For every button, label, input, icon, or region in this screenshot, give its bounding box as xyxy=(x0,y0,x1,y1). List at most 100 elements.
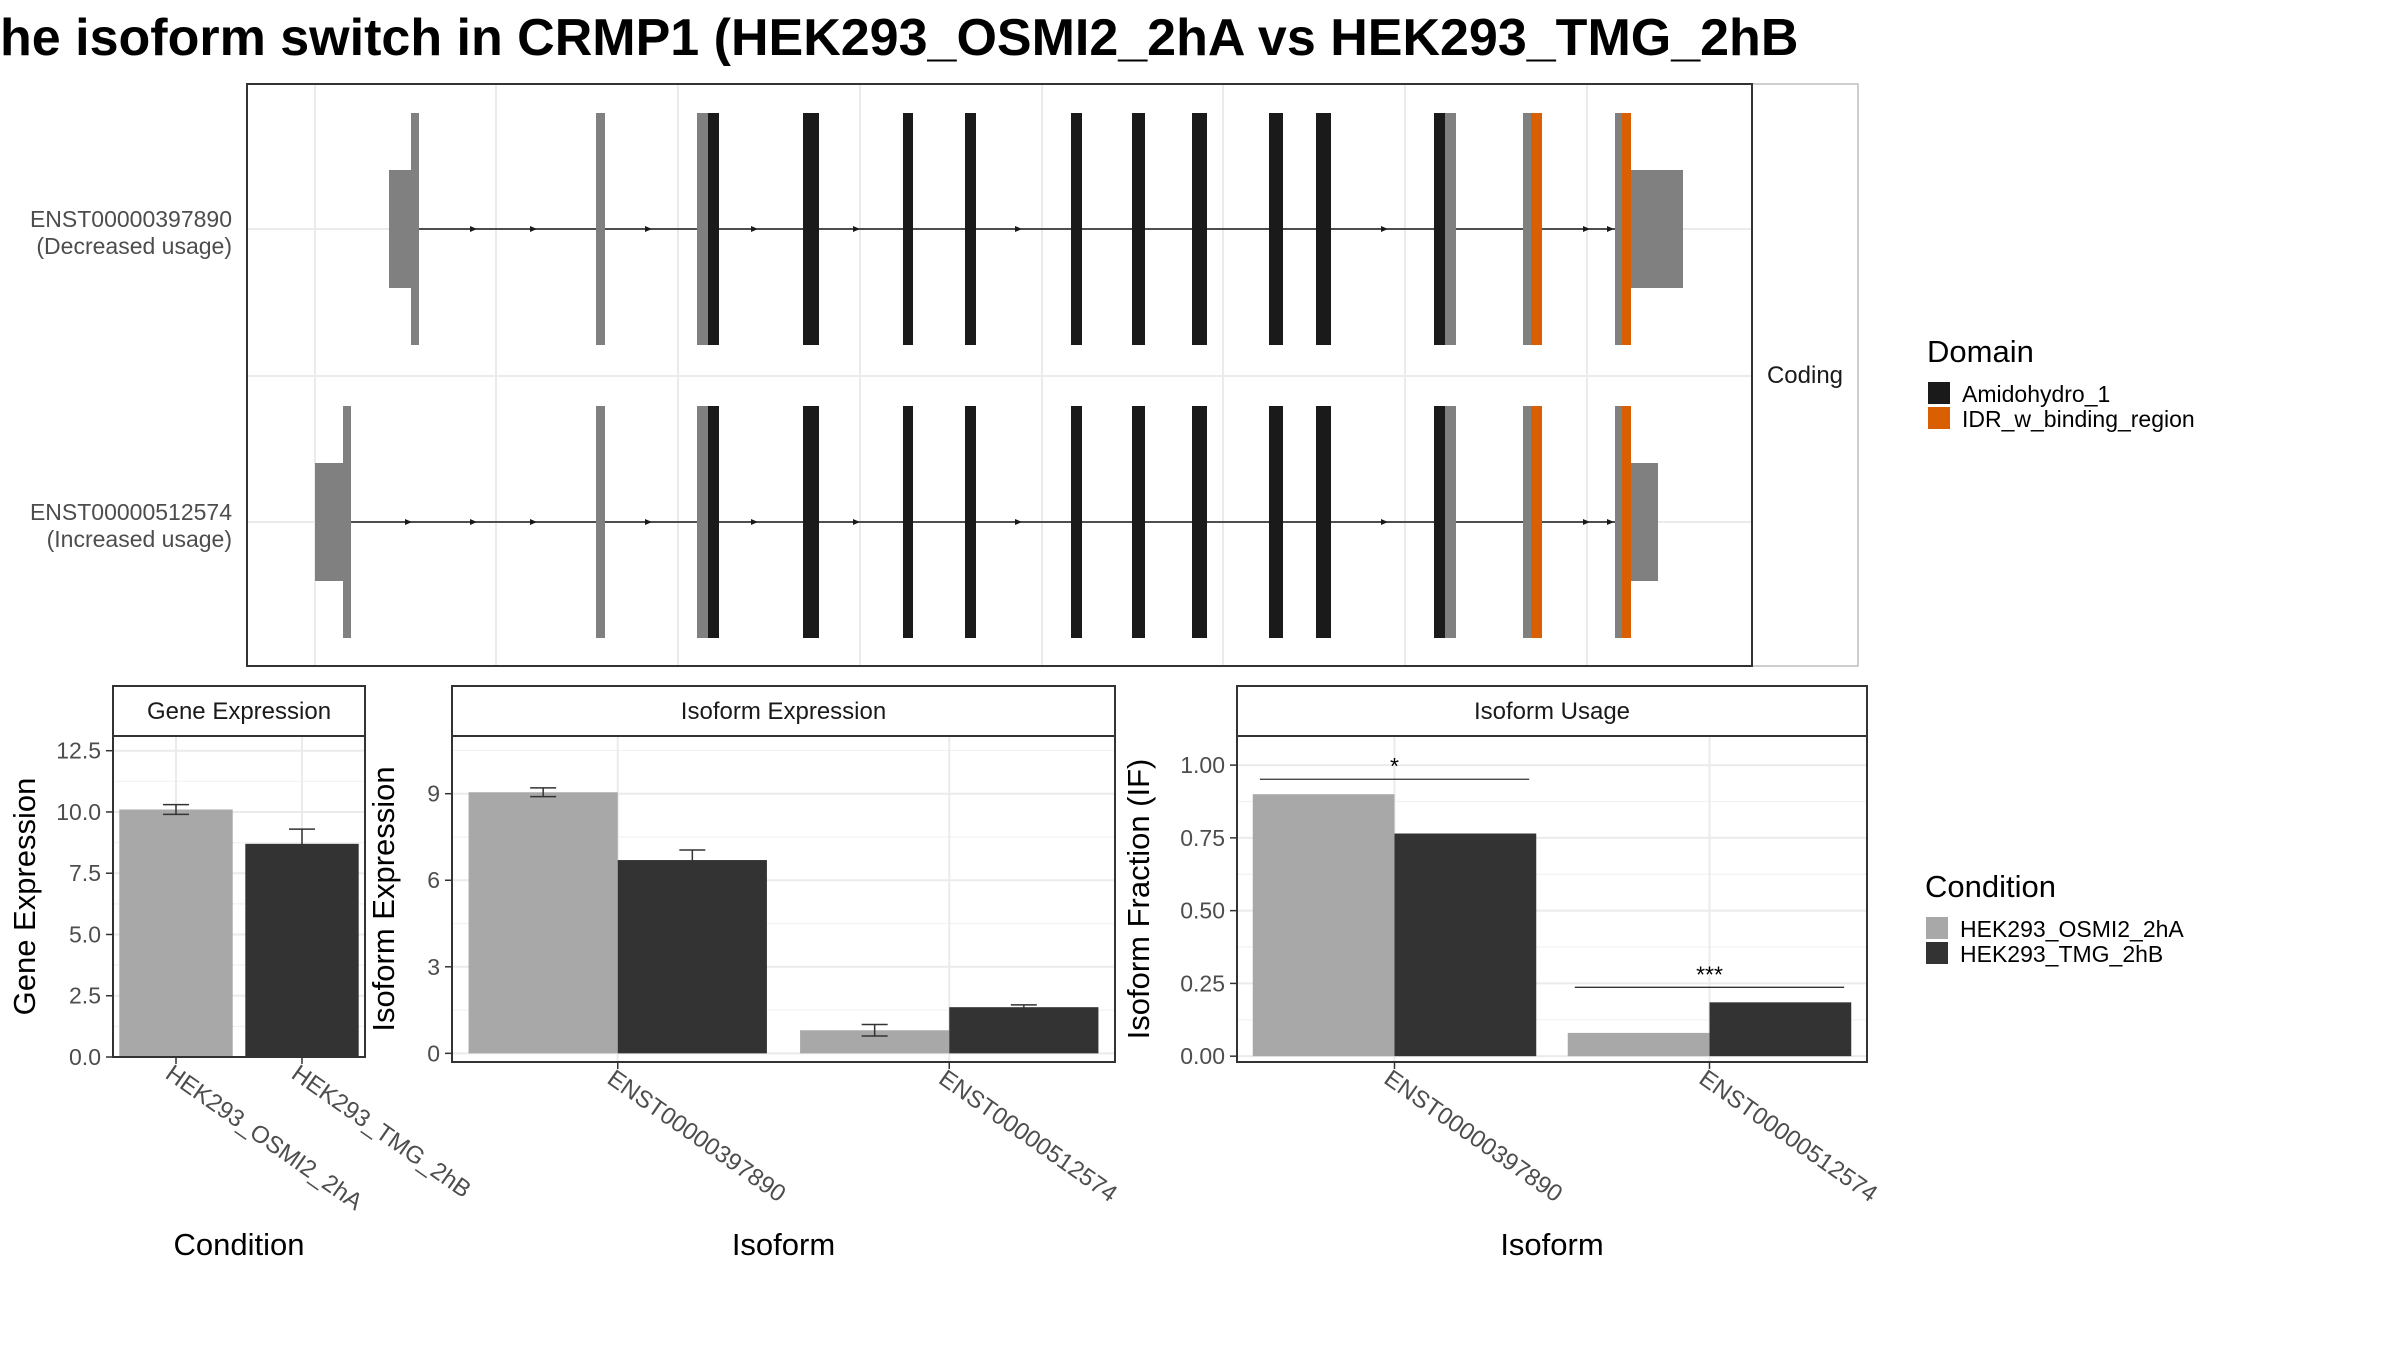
noncoding-exon xyxy=(1523,406,1531,638)
amidohydro-domain-exon xyxy=(1071,406,1082,638)
significance-label: *** xyxy=(1696,961,1723,987)
isoform-expression-ytick-label: 3 xyxy=(427,954,440,980)
noncoding-exon xyxy=(697,113,708,345)
utr-exon xyxy=(343,406,351,638)
isoform-expression-ytick-label: 9 xyxy=(427,781,440,807)
domain-legend-label: IDR_w_binding_region xyxy=(1962,406,2195,432)
transcript-id-label: ENST00000512574 xyxy=(30,499,232,525)
transcript-usage-label: (Decreased usage) xyxy=(36,233,232,259)
strand-arrow xyxy=(645,519,652,525)
noncoding-exon xyxy=(596,113,605,345)
gene-expression-strip-label: Gene Expression xyxy=(147,698,331,725)
strand-arrow xyxy=(530,226,537,232)
structure-panel-border xyxy=(246,83,1753,667)
isoform-usage-xtick-label: ENST00000397890 xyxy=(1379,1065,1567,1208)
noncoding-exon xyxy=(1615,113,1622,345)
isoform-expression-bar xyxy=(617,860,767,1054)
strand-arrow xyxy=(751,226,758,232)
strip-label-coding: Coding xyxy=(1767,362,1843,389)
significance-label: * xyxy=(1390,753,1399,779)
isoform-usage-xlabel: Isoform xyxy=(1500,1227,1603,1262)
strand-arrow xyxy=(853,226,860,232)
amidohydro-domain-exon xyxy=(1192,113,1207,345)
noncoding-exon xyxy=(697,406,708,638)
isoform-usage-ytick-label: 0.25 xyxy=(1180,970,1225,996)
isoform-usage-bar xyxy=(1252,794,1395,1057)
isoform-expression-xtick-label: ENST00000512574 xyxy=(934,1065,1122,1208)
isoform-expression-strip xyxy=(451,685,1116,737)
noncoding-exon xyxy=(596,406,605,638)
isoform-expression-ytick-label: 0 xyxy=(427,1040,440,1066)
strand-arrow xyxy=(1607,519,1614,525)
gene-expression-plot-border xyxy=(112,735,366,1058)
amidohydro-domain-exon xyxy=(1316,113,1331,345)
strand-arrow xyxy=(1607,226,1614,232)
strand-arrow xyxy=(853,519,860,525)
amidohydro-domain-exon xyxy=(1434,113,1445,345)
strand-arrow xyxy=(470,226,477,232)
isoform-usage-strip-label: Isoform Usage xyxy=(1474,698,1630,725)
isoform-usage-xtick-label: ENST00000512574 xyxy=(1694,1065,1882,1208)
amidohydro-domain-exon xyxy=(1192,406,1207,638)
isoform-usage-bar xyxy=(1567,1032,1710,1057)
isoform-expression-bar xyxy=(949,1007,1099,1054)
amidohydro-domain-exon xyxy=(708,406,719,638)
isoform-expression-bar xyxy=(800,1030,950,1054)
noncoding-exon xyxy=(1445,406,1456,638)
domain-legend-title: Domain xyxy=(1927,334,2034,369)
strand-arrow xyxy=(751,519,758,525)
strand-arrow xyxy=(645,226,652,232)
strip-box xyxy=(1751,83,1859,667)
isoform-usage-plot-border xyxy=(1236,735,1868,1063)
isoform-expression-plot-border xyxy=(451,735,1116,1063)
gene-expression-ytick-label: 7.5 xyxy=(69,860,101,886)
strand-arrow xyxy=(1583,226,1590,232)
idr-domain-exon xyxy=(1622,113,1631,345)
condition-legend-label: HEK293_TMG_2hB xyxy=(1960,941,2163,967)
amidohydro-domain-exon xyxy=(903,406,913,638)
transcript-id-label: ENST00000397890 xyxy=(30,206,232,232)
strand-arrow xyxy=(1015,519,1022,525)
legend-key-osmi2 xyxy=(1926,917,1948,939)
utr-exon xyxy=(389,170,414,288)
figure-title: he isoform switch in CRMP1 (HEK293_OSMI2… xyxy=(0,9,1798,67)
isoform-expression-ytick-label: 6 xyxy=(427,867,440,893)
gene-expression-ytick-label: 5.0 xyxy=(69,921,101,947)
strand-arrow xyxy=(1381,226,1388,232)
strand-arrow xyxy=(530,519,537,525)
strand-arrow xyxy=(1015,226,1022,232)
utr-exon xyxy=(411,113,419,345)
amidohydro-domain-exon xyxy=(1269,406,1283,638)
isoform-usage-ytick-label: 1.00 xyxy=(1180,752,1225,778)
domain-legend-label: Amidohydro_1 xyxy=(1962,381,2110,407)
noncoding-exon xyxy=(1523,113,1531,345)
amidohydro-domain-exon xyxy=(708,113,719,345)
gene-expression-bar xyxy=(245,843,359,1057)
gene-expression-ylabel: Gene Expression xyxy=(7,778,42,1016)
amidohydro-domain-exon xyxy=(1132,406,1145,638)
isoform-usage-ylabel: Isoform Fraction (IF) xyxy=(1121,759,1156,1040)
amidohydro-domain-exon xyxy=(903,113,913,345)
transcript-usage-label: (Increased usage) xyxy=(47,526,232,552)
gene-expression-ytick-label: 12.5 xyxy=(56,738,101,764)
isoform-expression-xlabel: Isoform xyxy=(732,1227,835,1262)
isoform-usage-ytick-label: 0.75 xyxy=(1180,825,1225,851)
isoform-usage-bar xyxy=(1709,1002,1852,1057)
amidohydro-domain-exon xyxy=(1316,406,1331,638)
gene-expression-ytick-label: 2.5 xyxy=(69,983,101,1009)
amidohydro-domain-exon xyxy=(1434,406,1445,638)
legend-key-tmg xyxy=(1926,942,1948,964)
strand-arrow xyxy=(405,519,412,525)
gene-expression-ytick-label: 0.0 xyxy=(69,1044,101,1070)
amidohydro-domain-exon xyxy=(1132,113,1145,345)
noncoding-exon xyxy=(1445,113,1456,345)
strand-arrow xyxy=(1381,519,1388,525)
isoform-usage-ytick-label: 0.00 xyxy=(1180,1043,1225,1069)
idr-domain-exon xyxy=(1622,406,1631,638)
idr-domain-exon xyxy=(1531,113,1542,345)
amidohydro-domain-exon xyxy=(965,406,976,638)
legend-key-amidohydro xyxy=(1928,382,1950,404)
utr-3prime-exon xyxy=(1631,463,1658,581)
strand-arrow xyxy=(470,519,477,525)
